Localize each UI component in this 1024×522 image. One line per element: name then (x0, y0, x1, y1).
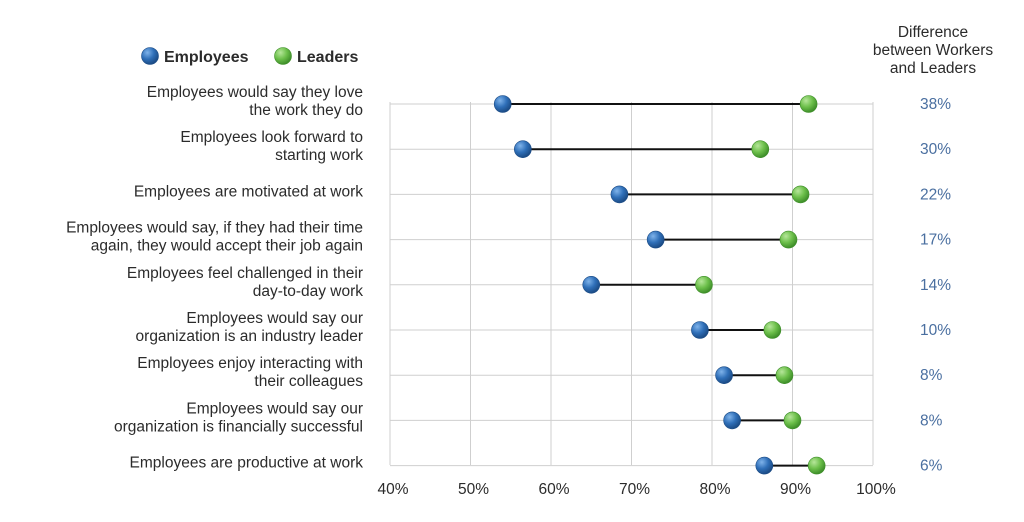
category-label: Employees would say our (186, 400, 363, 417)
x-tick-label: 50% (458, 481, 489, 498)
category-label: organization is financially successful (114, 418, 363, 435)
difference-value: 38% (920, 96, 951, 113)
category-label: organization is an industry leader (136, 328, 363, 345)
x-tick-label: 100% (856, 481, 896, 498)
employees-point (723, 411, 741, 430)
category-label: Employees are motivated at work (134, 183, 363, 200)
employees-point (514, 140, 532, 158)
x-tick-label: 60% (538, 481, 569, 498)
x-tick-label: 90% (780, 481, 811, 498)
grid (389, 102, 874, 465)
category-label: Employees would say they love (147, 84, 363, 101)
employees-point (646, 230, 665, 249)
connectors (502, 103, 817, 467)
category-label: Employees would say, if they had their t… (66, 220, 363, 237)
difference-header: between Workers (873, 42, 994, 59)
difference-value: 10% (920, 322, 951, 339)
difference-value: 8% (920, 412, 943, 429)
difference-value: 6% (920, 458, 943, 475)
leaders-point (783, 411, 802, 430)
leaders-point (751, 140, 770, 158)
category-label: Employees look forward to (180, 129, 363, 146)
employees-point (715, 366, 733, 385)
leaders-point (791, 185, 810, 204)
leaders-point (775, 366, 794, 385)
difference-value: 17% (920, 232, 951, 249)
employees-point (610, 185, 629, 204)
category-label: Employees feel challenged in their (127, 265, 363, 282)
employees-point (755, 456, 774, 475)
category-label: starting work (275, 147, 363, 164)
legend-label-leaders: Leaders (297, 49, 358, 66)
category-label: again, they would accept their job again (91, 238, 363, 255)
x-tick-label: 80% (699, 481, 730, 498)
difference-value: 22% (920, 186, 951, 203)
category-label: Employees would say our (186, 310, 363, 327)
category-label: day-to-day work (253, 283, 364, 300)
leaders-point (799, 95, 818, 113)
leaders-point (695, 275, 713, 294)
employees-point (493, 95, 512, 113)
x-axis-ticks: 40% 50% 60% 70% 80% 90% 100% (377, 481, 896, 498)
difference-value: 30% (920, 141, 951, 158)
category-label: their colleagues (254, 373, 363, 390)
x-tick-label: 40% (377, 481, 408, 498)
legend: Employees Leaders (141, 47, 358, 66)
category-label: Employees are productive at work (130, 455, 364, 472)
legend-marker-employees (141, 47, 159, 65)
category-label: the work they do (249, 102, 363, 119)
leaders-point (807, 456, 826, 475)
employees-point (582, 275, 601, 294)
category-label: Employees enjoy interacting with (137, 355, 363, 372)
leaders-point (763, 321, 782, 339)
difference-value: 8% (920, 367, 943, 384)
difference-column: 38% 30% 22% 17% 14% 10% 8% 8% 6% Differencebetwee… (873, 24, 994, 475)
employees-point (691, 321, 709, 339)
legend-label-employees: Employees (164, 49, 249, 66)
leaders-point (779, 230, 798, 249)
data-points (493, 95, 826, 475)
x-tick-label: 70% (619, 481, 650, 498)
legend-marker-leaders (274, 47, 292, 65)
difference-value: 14% (920, 277, 951, 294)
difference-header: Difference (898, 24, 968, 41)
difference-header: and Leaders (890, 60, 976, 77)
